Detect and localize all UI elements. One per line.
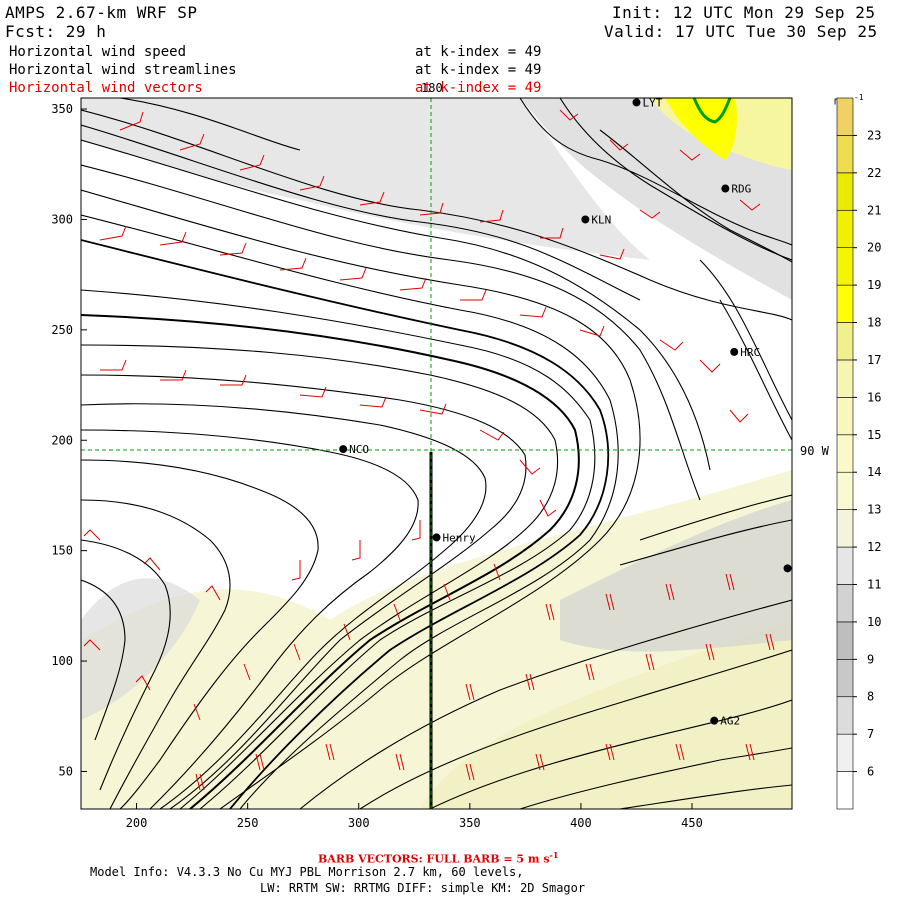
colorbar-label: 17 (867, 353, 881, 367)
colorbar-swatch (836, 322, 854, 361)
station-marker (581, 215, 590, 224)
colorbar-label: 8 (867, 690, 874, 704)
field-level-speed: at k-index = 49 (415, 44, 542, 60)
y-tick-label: 200 (51, 433, 73, 447)
model-info-line1: Model Info: V4.3.3 No Cu MYJ PBL Morriso… (90, 865, 524, 879)
colorbar-label: 14 (867, 465, 881, 479)
colorbar-label: 12 (867, 540, 881, 554)
x-tick-label: 400 (570, 816, 592, 830)
colorbar-label: 7 (867, 727, 874, 741)
y-tick-label: 300 (51, 212, 73, 226)
colorbar-swatch (836, 172, 854, 211)
map-field (81, 98, 792, 809)
colorbar-label: 15 (867, 428, 881, 442)
colorbar-swatch (836, 659, 854, 698)
station-marker (783, 564, 792, 573)
colorbar-swatch (836, 471, 854, 510)
colorbar-swatch (836, 284, 854, 323)
parallel-label: 90 W (800, 444, 830, 458)
colorbar-swatch (836, 359, 854, 398)
x-tick-label: 200 (126, 816, 148, 830)
x-tick-label: 250 (237, 816, 259, 830)
colorbar-swatch (836, 209, 854, 248)
model-info-line2: LW: RRTM SW: RRTMG DIFF: simple KM: 2D S… (260, 881, 586, 895)
colorbar-swatch (836, 546, 854, 585)
colorbar-label: 21 (867, 203, 881, 217)
wind-barbs (83, 109, 775, 791)
station-marker (721, 184, 730, 193)
station-marker (710, 716, 719, 725)
field-level-vectors: at k-index = 49 (415, 80, 542, 96)
field-name-speed: Horizontal wind speed (9, 44, 187, 60)
stations: NCO Henry KLN RDG HRC AG2 LYT (339, 96, 792, 728)
valid-time: Valid: 17 UTC Tue 30 Sep 25 (604, 22, 878, 41)
station-label: LYT (642, 96, 662, 109)
colorbar-label: 6 (867, 765, 874, 779)
station-label: KLN (591, 213, 611, 226)
colorbar-swatch (836, 434, 854, 473)
y-tick-label: 150 (51, 544, 73, 558)
colorbar-swatch (836, 733, 854, 772)
colorbar-label: 11 (867, 577, 881, 591)
colorbar-label: 18 (867, 316, 881, 330)
station-marker (432, 533, 441, 542)
y-tick-label: 250 (51, 323, 73, 337)
speed-shading-south-dark (420, 620, 792, 809)
map-frame (80, 97, 793, 810)
field-name-streamlines: Horizontal wind streamlines (9, 62, 237, 78)
streamlines (81, 98, 792, 809)
colorbar-label: 20 (867, 241, 881, 255)
x-tick-label: 300 (348, 816, 370, 830)
station-marker (339, 445, 348, 454)
station-label: HRC (740, 346, 760, 359)
colorbar-swatch (836, 696, 854, 735)
colorbar-label: 9 (867, 652, 874, 666)
meridian-label: 180 (421, 81, 443, 95)
speed-shading-north-gray (81, 98, 650, 260)
speed-shading-east-gray (560, 500, 792, 652)
station-label: Henry (443, 531, 476, 544)
colorbar-label: 23 (867, 128, 881, 142)
init-time: Init: 12 UTC Mon 29 Sep 25 (612, 3, 876, 22)
colorbar-swatch (836, 771, 854, 810)
station-label: NCO (349, 443, 369, 456)
colorbar-swatch (836, 509, 854, 548)
station-label: RDG (731, 183, 751, 196)
field-level-streamlines: at k-index = 49 (415, 62, 542, 78)
colorbar-swatch (836, 584, 854, 623)
colorbar-swatch (836, 135, 854, 174)
colorbar-label: 22 (867, 166, 881, 180)
colorbar-swatch (836, 247, 854, 286)
colorbar-label: 16 (867, 390, 881, 404)
speed-max-bright (665, 98, 737, 160)
station-marker (730, 347, 739, 356)
colorbar: 6 7 8 9 10 11 12 13 14 15 16 17 18 19 20 21 22 23 (836, 97, 881, 810)
y-tick-label: 50 (59, 764, 73, 778)
y-tick-label: 100 (51, 654, 73, 668)
forecast-hour: Fcst: 29 h (5, 22, 107, 41)
colorbar-swatch (836, 397, 854, 436)
x-tick-label: 450 (681, 816, 703, 830)
barb-note: BARB VECTORS: FULL BARB = 5 m s-1 (318, 850, 559, 866)
station-marker (632, 98, 641, 107)
contour-green (692, 98, 732, 124)
y-axis: 50 100 150 200 250 300 350 (51, 102, 87, 778)
colorbar-label: 10 (867, 615, 881, 629)
y-tick-label: 350 (51, 102, 73, 116)
colorbar-label: 13 (867, 503, 881, 517)
station-label: AG2 (720, 715, 740, 728)
x-tick-label: 350 (459, 816, 481, 830)
colorbar-swatch (836, 621, 854, 660)
colorbar-swatch (836, 97, 854, 136)
colorbar-label: 19 (867, 278, 881, 292)
x-axis: 200 250 300 350 400 450 (126, 803, 703, 830)
model-title: AMPS 2.67-km WRF SP (5, 3, 198, 22)
field-name-vectors: Horizontal wind vectors (9, 80, 203, 96)
